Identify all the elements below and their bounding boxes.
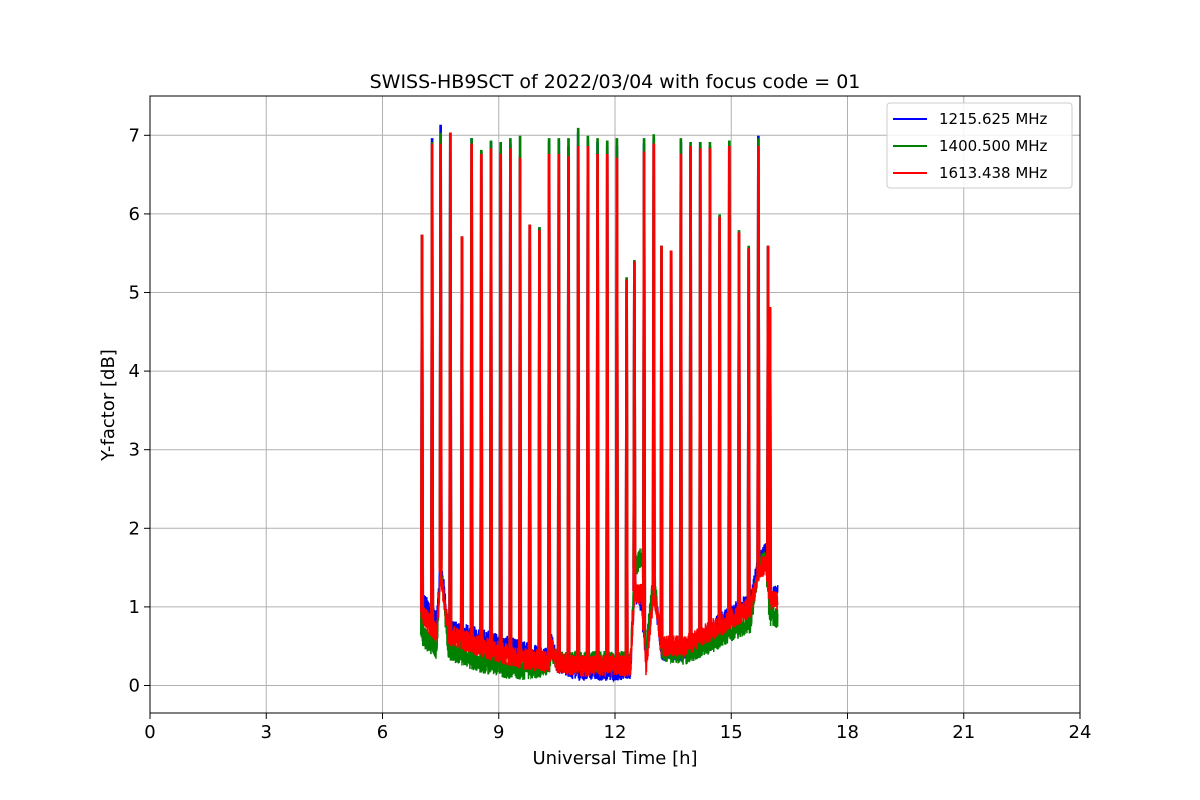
legend-box: [886, 102, 1073, 189]
series-peak: [595, 153, 600, 666]
y-tick-label: 5: [129, 282, 140, 303]
series-peak: [556, 153, 561, 663]
series-peak: [717, 216, 722, 626]
chart-title: SWISS-HB9SCT of 2022/03/04 with focus co…: [370, 71, 861, 93]
y-tick-label: 0: [129, 675, 140, 696]
y-axis-label: Y-factor [dB]: [98, 349, 119, 462]
series-layer: [419, 124, 779, 683]
series-peak: [669, 250, 674, 647]
series-peak: [498, 153, 503, 653]
legend-label: 1400.500 MHz: [939, 137, 1048, 155]
series-peak: [576, 145, 581, 666]
series-peak: [641, 151, 647, 631]
series-peak: [727, 145, 732, 620]
series-peak: [746, 248, 751, 609]
series-peak: [508, 148, 513, 656]
x-tick-label: 15: [720, 722, 743, 743]
y-tick-label: 1: [129, 597, 140, 618]
series-peak: [438, 143, 443, 572]
series-peak: [651, 143, 656, 592]
series-peak: [736, 232, 742, 614]
legend: 1215.625 MHz 1400.500 MHz 1613.438 MHz: [886, 102, 1073, 189]
series-peak: [605, 153, 610, 666]
x-tick-label: 9: [493, 722, 504, 743]
y-tick-label: 6: [129, 204, 140, 225]
series-peak: [469, 143, 474, 644]
series-peak: [517, 157, 523, 659]
series-peak: [698, 148, 703, 638]
x-tick-label: 3: [261, 722, 272, 743]
series-peak: [488, 148, 494, 650]
series-peak: [479, 153, 484, 647]
series-peak: [688, 145, 693, 643]
series-peak: [430, 143, 435, 628]
series-peak: [566, 156, 571, 665]
series-peak: [527, 224, 532, 660]
series-peak: [678, 153, 683, 647]
x-tick-label: 21: [952, 722, 975, 743]
series-peak: [585, 145, 590, 666]
series-peak: [632, 261, 637, 592]
series-peak: [659, 245, 664, 647]
series-peak: [419, 234, 425, 613]
x-axis-label: Universal Time [h]: [532, 748, 697, 769]
series-peak: [614, 157, 620, 666]
x-tick-label: 12: [604, 722, 627, 743]
x-tick-label: 6: [377, 722, 388, 743]
x-tick-label: 24: [1069, 722, 1092, 743]
x-tick-label: 0: [144, 722, 155, 743]
y-tick-label: 2: [129, 518, 140, 539]
legend-label: 1215.625 MHz: [939, 110, 1048, 128]
series-peak: [756, 145, 761, 572]
y-tick-label: 7: [129, 125, 140, 146]
series-peak: [707, 148, 713, 632]
series-peak: [547, 153, 552, 662]
y-tick-label: 4: [129, 361, 140, 382]
y-axis-ticks: 0 1 2 3 4 5 6 7: [129, 125, 150, 696]
series-peak: [767, 307, 773, 600]
series-peak: [624, 279, 629, 666]
x-tick-label: 18: [836, 722, 859, 743]
series-peak: [459, 236, 465, 640]
series-peak: [448, 132, 453, 636]
x-axis-ticks: 0 3 6 9 12 15 18 21 24: [144, 713, 1091, 743]
y-tick-label: 3: [129, 440, 140, 461]
series-peak: [537, 230, 542, 661]
legend-label: 1613.438 MHz: [939, 164, 1048, 182]
series-2: [419, 132, 779, 678]
